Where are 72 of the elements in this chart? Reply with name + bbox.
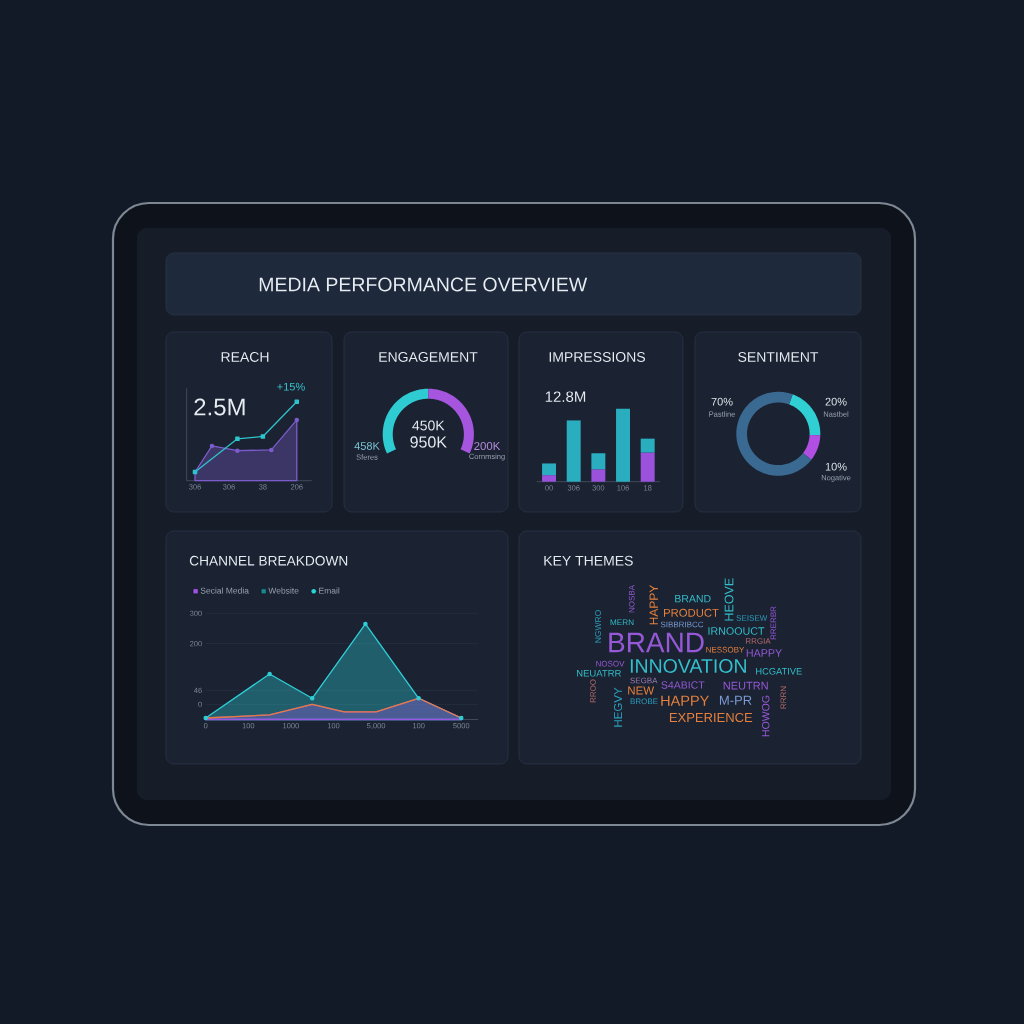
text: RROO: [590, 679, 596, 703]
text: BRAND: [675, 595, 711, 603]
annotation: 2.5M: [194, 398, 245, 416]
bar: [591, 469, 606, 482]
legend-label: Website: [268, 587, 299, 594]
text: NOSBA: [628, 585, 635, 613]
chart-title: REACH: [221, 352, 269, 362]
point: [203, 715, 208, 721]
text: HAPPY: [746, 649, 782, 657]
text: NESSOBY: [706, 646, 745, 653]
legend-label: Email: [319, 587, 340, 594]
point: [363, 621, 368, 627]
point: [294, 399, 300, 404]
point: [294, 417, 300, 423]
point: [309, 696, 315, 701]
text: KEY THEMES: [544, 555, 633, 566]
point: [269, 447, 274, 453]
point: [459, 715, 464, 721]
chart-title: CHANNEL BREAKDOWN: [189, 555, 348, 566]
text: 200K: [474, 441, 501, 451]
text: SEISEW: [736, 615, 768, 621]
text: MEDIA PERFORMANCE OVERVIEW: [259, 277, 588, 292]
point: [260, 434, 266, 439]
text: HEOVE: [724, 578, 734, 621]
text: NEUTRN: [723, 681, 768, 690]
text: 950K: [410, 436, 447, 448]
text: HAPPY: [649, 584, 658, 625]
chart-title: SENTIMENT: [738, 352, 819, 362]
point: [416, 696, 421, 701]
chart-title: IMPRESSIONS: [549, 352, 645, 362]
data-label: 20%: [825, 397, 847, 406]
bar: [640, 438, 655, 453]
text: SEGBA: [630, 677, 658, 684]
text: SIBBRIBCC: [660, 621, 704, 628]
text: +15%: [277, 382, 305, 391]
chart-title: ENGAGEMENT: [379, 352, 478, 362]
text: BRAND: [609, 632, 704, 653]
point: [235, 436, 240, 442]
text: 450K: [412, 420, 445, 431]
text: BROBE: [630, 698, 658, 705]
text: NEW: [628, 686, 655, 695]
bar: [542, 463, 557, 476]
text: PRODUCT: [664, 608, 719, 617]
text: NEUATRR: [576, 669, 621, 677]
legend-label: Secial Media: [200, 587, 249, 594]
text: RRGIA: [746, 638, 771, 644]
data-label: 10%: [825, 462, 847, 471]
bar: [566, 420, 581, 482]
data-label: 70%: [711, 397, 733, 406]
text: HCGATIVE: [756, 668, 802, 675]
text: NGWRO: [595, 610, 602, 643]
text: RRRN: [780, 686, 787, 709]
text: HOWOG: [762, 695, 770, 737]
point: [235, 448, 240, 453]
point: [209, 443, 215, 449]
text: M-PR: [719, 695, 752, 705]
text: 12.8M: [545, 391, 586, 402]
text: 458K: [354, 442, 380, 450]
text: HAPPY: [661, 695, 709, 706]
text: RRERBR: [770, 606, 777, 640]
text: S4ABICT: [661, 681, 705, 689]
bar: [640, 452, 655, 482]
point: [267, 671, 272, 677]
text: EXPERIENCE: [669, 712, 753, 723]
bar: [542, 475, 557, 482]
text: NOSOV: [596, 660, 625, 667]
text: INNOVATION: [630, 659, 746, 673]
text: MERN: [610, 619, 634, 626]
text: HEGVY: [613, 687, 623, 727]
bar: [616, 408, 630, 482]
text: IRNOOUCT: [708, 627, 765, 635]
bar: [591, 453, 606, 470]
